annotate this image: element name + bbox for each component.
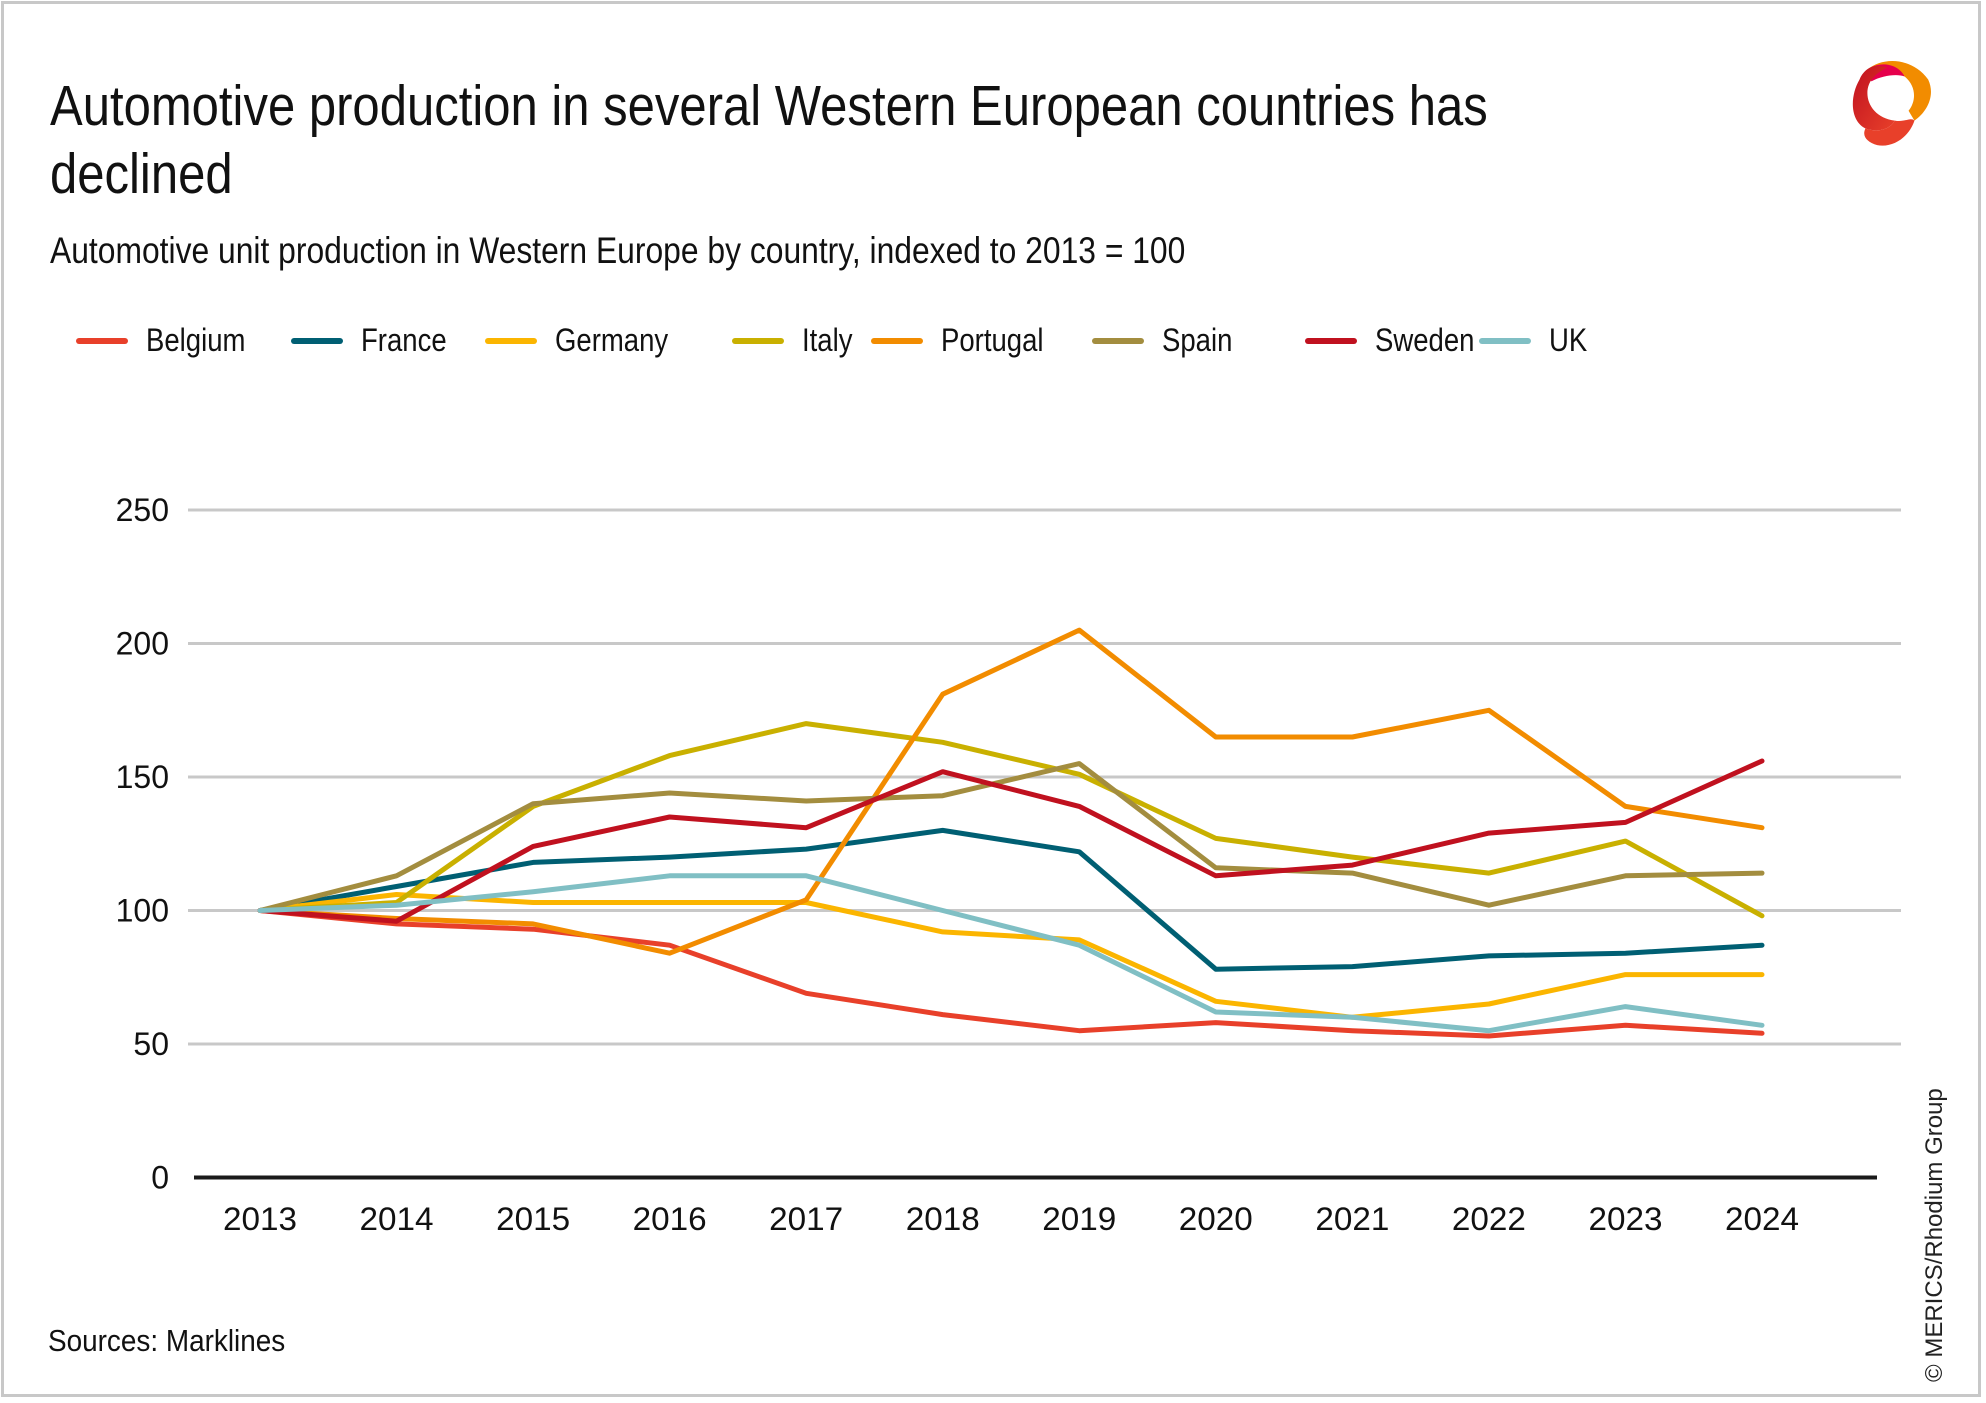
legend-swatch <box>1479 338 1531 344</box>
legend-label: Spain <box>1162 322 1233 358</box>
legend-label: Belgium <box>146 322 246 358</box>
series-line-spain <box>257 761 1765 913</box>
x-tick-label: 2024 <box>1725 1201 1799 1237</box>
series-line-portugal <box>257 627 1765 956</box>
y-tick-label: 250 <box>116 492 169 528</box>
copyright-note: © MERICS/Rhodium Group <box>1921 1088 1948 1382</box>
x-tick-label: 2018 <box>906 1201 980 1237</box>
chart-subtitle: Automotive unit production in Western Eu… <box>50 230 1186 271</box>
x-tick-label: 2023 <box>1588 1201 1662 1237</box>
x-tick-label: 2022 <box>1452 1201 1526 1237</box>
y-tick-label: 200 <box>116 626 169 662</box>
series-uk <box>257 873 1765 1034</box>
legend-swatch <box>485 338 537 344</box>
gridlines <box>188 508 1901 1046</box>
series-line-france <box>257 827 1765 972</box>
x-tick-label: 2013 <box>223 1201 297 1237</box>
legend-label: Sweden <box>1375 322 1475 358</box>
legend-label: Portugal <box>941 322 1044 358</box>
series-italy <box>257 721 1765 919</box>
legend-swatch <box>1305 338 1357 344</box>
legend-swatch <box>732 338 784 344</box>
series-spain <box>257 761 1765 913</box>
chart-title-line-2: declined <box>50 142 233 206</box>
legend-label: Italy <box>802 322 853 358</box>
legend-swatch <box>76 338 128 344</box>
y-tick-label: 150 <box>116 759 169 795</box>
series-line-uk <box>257 873 1765 1034</box>
series-line-germany <box>257 892 1765 1020</box>
x-tick-label: 2020 <box>1179 1201 1253 1237</box>
series-line-sweden <box>257 758 1765 924</box>
sources-note: Sources: Marklines <box>48 1323 286 1358</box>
legend-label: France <box>361 322 447 358</box>
legend-swatch <box>291 338 343 344</box>
x-tick-label: 2019 <box>1042 1201 1116 1237</box>
x-tick-label: 2014 <box>360 1201 434 1237</box>
series-line-belgium <box>257 908 1765 1039</box>
x-tick-label: 2015 <box>496 1201 570 1237</box>
chart-title-line-1: Automotive production in several Western… <box>50 74 1488 138</box>
merics-logo-icon <box>1852 61 1931 146</box>
legend-label: Germany <box>555 322 669 358</box>
series-line-italy <box>257 721 1765 919</box>
series-lines <box>257 627 1765 1039</box>
y-tick-label: 0 <box>151 1160 169 1196</box>
x-tick-label: 2021 <box>1315 1201 1389 1237</box>
series-belgium <box>257 908 1765 1039</box>
x-tick-label: 2017 <box>769 1201 843 1237</box>
legend-swatch <box>871 338 923 344</box>
y-tick-label: 100 <box>116 893 169 929</box>
axes: 0 50 100 150 200 250 2013 2014 2015 2016 2017 2018 2… <box>116 492 1877 1237</box>
x-tick-label: 2016 <box>633 1201 707 1237</box>
legend-label: UK <box>1549 322 1588 358</box>
y-tick-label: 50 <box>133 1026 169 1062</box>
legend-swatch <box>1092 338 1144 344</box>
series-portugal <box>257 627 1765 956</box>
